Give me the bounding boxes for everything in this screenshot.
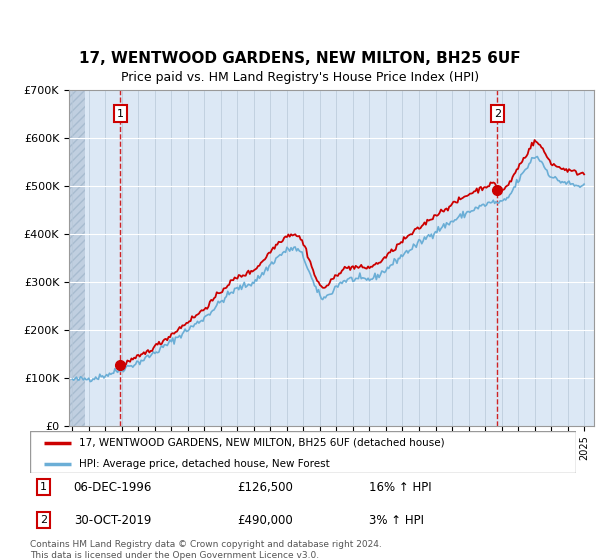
Text: 2: 2 [40, 515, 47, 525]
Text: 06-DEC-1996: 06-DEC-1996 [74, 480, 152, 494]
Text: HPI: Average price, detached house, New Forest: HPI: Average price, detached house, New … [79, 459, 330, 469]
Text: 3% ↑ HPI: 3% ↑ HPI [368, 514, 424, 527]
Text: Contains HM Land Registry data © Crown copyright and database right 2024.
This d: Contains HM Land Registry data © Crown c… [30, 540, 382, 559]
Text: 30-OCT-2019: 30-OCT-2019 [74, 514, 151, 527]
Bar [69, 90, 85, 426]
Text: 17, WENTWOOD GARDENS, NEW MILTON, BH25 6UF: 17, WENTWOOD GARDENS, NEW MILTON, BH25 6… [79, 52, 521, 66]
Text: 17, WENTWOOD GARDENS, NEW MILTON, BH25 6UF (detached house): 17, WENTWOOD GARDENS, NEW MILTON, BH25 6… [79, 438, 445, 448]
Text: 1: 1 [40, 482, 47, 492]
Text: £490,000: £490,000 [238, 514, 293, 527]
Text: 1: 1 [117, 109, 124, 119]
Text: Price paid vs. HM Land Registry's House Price Index (HPI): Price paid vs. HM Land Registry's House … [121, 71, 479, 84]
Text: £126,500: £126,500 [238, 480, 293, 494]
Text: 2: 2 [494, 109, 501, 119]
Text: 16% ↑ HPI: 16% ↑ HPI [368, 480, 431, 494]
FancyBboxPatch shape [30, 431, 576, 473]
